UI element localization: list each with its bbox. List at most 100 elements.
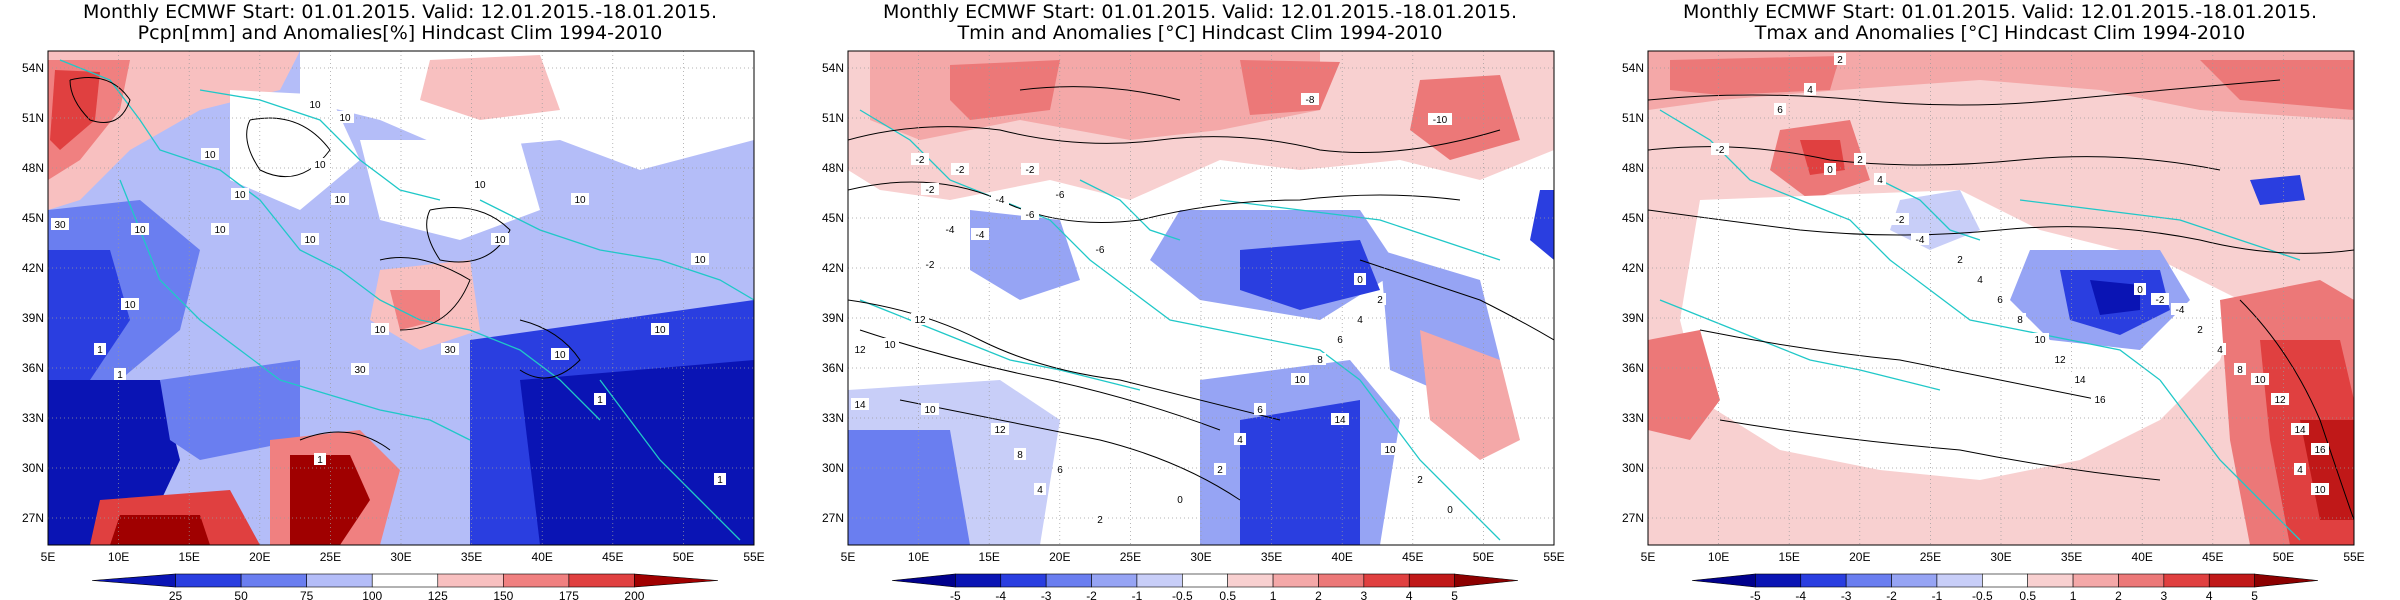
- contour-label-bg: [1334, 333, 1346, 345]
- contour-label: 4: [1237, 435, 1243, 446]
- lon-tick-label: 35E: [461, 550, 482, 564]
- lon-tick-label: 15E: [1779, 550, 1800, 564]
- contour-label: 10: [694, 255, 706, 266]
- contour-label-bg: [714, 473, 726, 485]
- contour-label-bg: [1874, 173, 1886, 185]
- lat-tick-label: 36N: [822, 361, 844, 375]
- contour-label: -10: [1433, 115, 1448, 126]
- contour-label-bg: [911, 153, 929, 165]
- contour-label-bg: [1711, 143, 1729, 155]
- contour-label: 0: [1177, 495, 1183, 506]
- contour-label-bg: [51, 218, 69, 230]
- contour-label-bg: [1234, 433, 1246, 445]
- contour-label: -6: [1026, 210, 1035, 221]
- contour-label-bg: [1094, 513, 1106, 525]
- contour-label-bg: [1054, 463, 1066, 475]
- colorbar-label: -4: [1795, 589, 1806, 600]
- tmin-map: -8-10-2-2-2-2-4 -6-6-6-4-2-40246810121214…: [822, 50, 1565, 600]
- colorbar-segment: [1800, 573, 1847, 588]
- contour-label: 12: [2054, 355, 2066, 366]
- contour-label-bg: [851, 398, 869, 410]
- contour-label-bg: [1444, 503, 1456, 515]
- lat-tick-label: 54N: [822, 61, 844, 75]
- colorbar: 25 50 75 100 125 150 175 200: [91, 573, 719, 600]
- contour-label: 10: [474, 180, 486, 191]
- contour-label: 10: [309, 100, 321, 111]
- contour-label-bg: [2071, 373, 2089, 385]
- colorbar-label: -2: [1086, 589, 1097, 600]
- contour-label-bg: [1314, 353, 1326, 365]
- contour-label: 0: [1357, 275, 1363, 286]
- contour-label: -6: [1056, 190, 1065, 201]
- lon-tick-label: 55E: [743, 550, 764, 564]
- colorbar-segment: [1182, 573, 1228, 588]
- colorbar-segment: [91, 573, 176, 588]
- contour-label: -2: [1026, 165, 1035, 176]
- lon-tick-label: 10E: [108, 550, 129, 564]
- contour-label: 10: [204, 150, 216, 161]
- colorbar-label: 3: [2161, 589, 2168, 600]
- contour-label-bg: [991, 193, 1009, 205]
- panel-tmax: Monthly ECMWF Start: 01.01.2015. Valid: …: [1600, 0, 2400, 600]
- colorbar-segment: [955, 573, 1002, 588]
- contour-label: 2: [1857, 155, 1863, 166]
- contour-label: 8: [1317, 355, 1323, 366]
- contour-label: 14: [2294, 425, 2306, 436]
- contour-label-bg: [2171, 303, 2189, 315]
- lon-tick-label: 50E: [1473, 550, 1494, 564]
- colorbar-segment: [240, 573, 307, 588]
- contour-label-bg: [2271, 393, 2289, 405]
- contour-label: 10: [2314, 485, 2326, 496]
- colorbar-segment: [1045, 573, 1092, 588]
- lon-tick-label: 50E: [673, 550, 694, 564]
- contour-label-bg: [201, 148, 219, 160]
- lon-tick-label: 5E: [41, 550, 56, 564]
- tmax-map: 246-2024-2-42468101214160-2-424810121416…: [1622, 50, 2365, 600]
- colorbar-segment: [2208, 573, 2255, 588]
- contour-label: 10: [339, 113, 351, 124]
- contour-label: -2: [926, 260, 935, 271]
- contour-label-bg: [1091, 243, 1109, 255]
- colorbar-segment: [2118, 573, 2165, 588]
- contour-labels: 10 10 10 10 10 10 30 10 10 30 10 10 1 1 1 1 10 10 10 10 10 10…: [51, 98, 726, 486]
- contour-label-bg: [1021, 163, 1039, 175]
- contour-label: 6: [1777, 105, 1783, 116]
- colorbar-label: 75: [300, 589, 314, 600]
- contour-label: 10: [134, 225, 146, 236]
- colorbar-label: 2: [2115, 589, 2122, 600]
- contour-label: 16: [2314, 445, 2326, 456]
- contour-label-bg: [2234, 363, 2246, 375]
- contour-label-bg: [2031, 333, 2049, 345]
- contour-label: 14: [854, 400, 866, 411]
- contour-label: 2: [1957, 255, 1963, 266]
- contour-label: 2: [1217, 465, 1223, 476]
- lat-tick-label: 27N: [22, 511, 44, 525]
- contour-label: 10: [214, 225, 226, 236]
- contour-label-bg: [594, 393, 606, 405]
- lat-tick-label: 42N: [22, 261, 44, 275]
- lat-tick-label: 27N: [822, 511, 844, 525]
- lon-tick-label: 15E: [979, 550, 1000, 564]
- contour-label-bg: [1974, 273, 1986, 285]
- contour-label: 4: [2217, 345, 2223, 356]
- contour-label-bg: [1381, 443, 1399, 455]
- colorbar-label: 1: [1270, 589, 1277, 600]
- lat-tick-label: 42N: [822, 261, 844, 275]
- contour-label-bg: [1034, 483, 1046, 495]
- contour-label: 10: [884, 340, 896, 351]
- contour-label: 0: [1827, 165, 1833, 176]
- contour-label: 6: [1057, 465, 1063, 476]
- contour-label-bg: [331, 193, 349, 205]
- lon-tick-label: 25E: [1920, 550, 1941, 564]
- contour-label: 6: [1997, 295, 2003, 306]
- contour-label-bg: [311, 158, 329, 170]
- lat-tick-label: 36N: [1622, 361, 1644, 375]
- lon-tick-label: 20E: [249, 550, 270, 564]
- lon-tick-label: 35E: [2061, 550, 2082, 564]
- contour-label-bg: [1824, 163, 1836, 175]
- contour-label-bg: [2051, 353, 2069, 365]
- colorbar-segment: [503, 573, 570, 588]
- contour-label-bg: [211, 223, 229, 235]
- lon-tick-label: 30E: [1190, 550, 1211, 564]
- contour-label-bg: [2291, 423, 2309, 435]
